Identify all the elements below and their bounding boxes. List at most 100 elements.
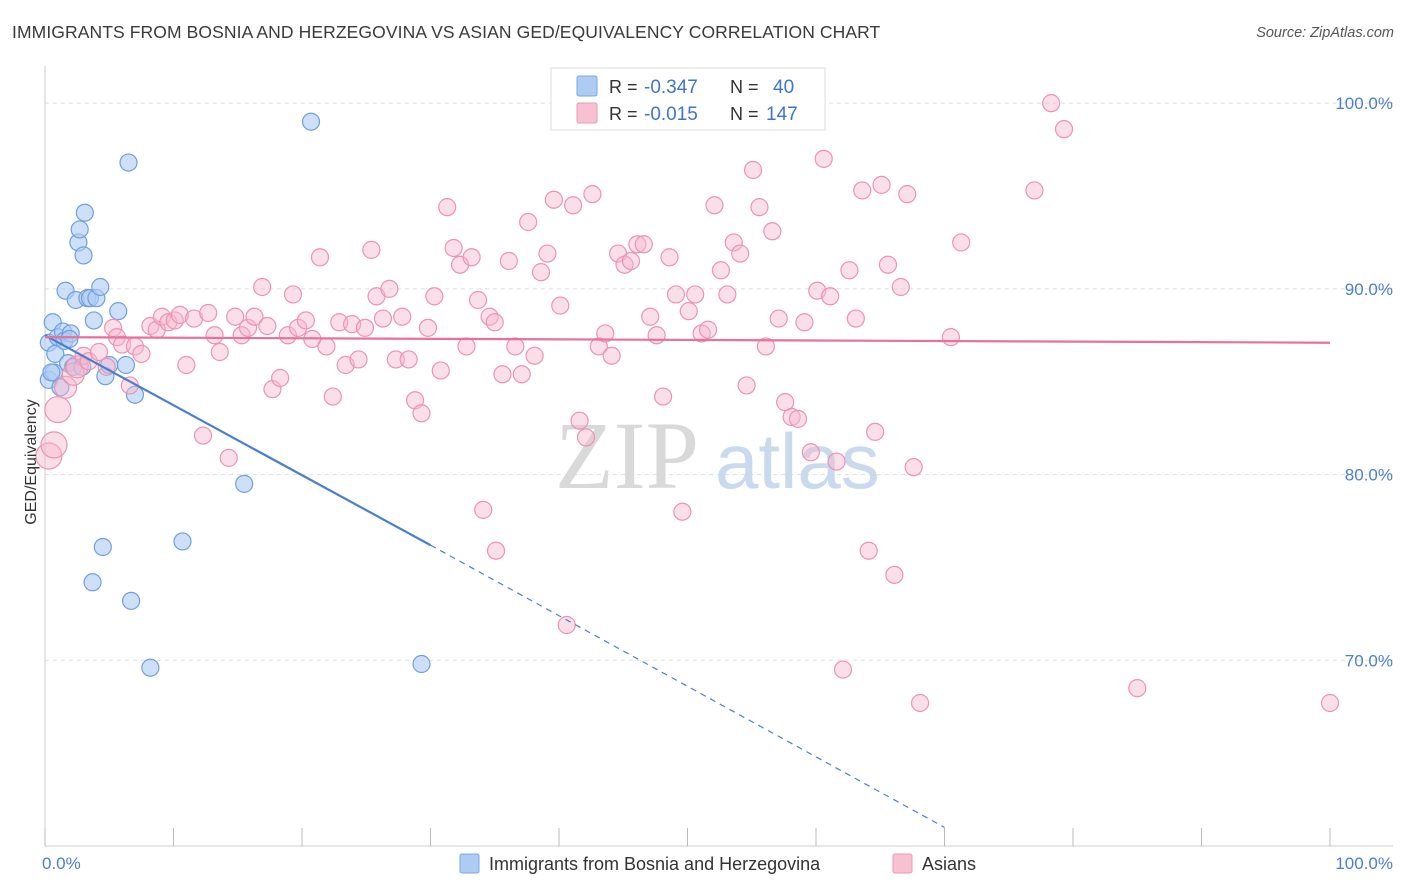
asian-point [205,326,224,345]
asian-point [647,326,666,345]
bosnia-point [42,363,61,382]
bosnia-point [83,573,102,592]
legend-n-label-pink: N = [730,104,759,124]
x-tick-labels: 0.0% 100.0% [42,854,1393,873]
asian-point [480,307,499,326]
asian-point [438,198,457,217]
asian-point [621,251,641,271]
bosnia-point [74,246,93,265]
asian-point [61,362,85,386]
asian-point [827,452,846,471]
asian-point [232,326,251,345]
asian-point [40,431,68,459]
asian-point [1054,120,1074,139]
series-legend: Immigrants from Bosnia and Herzegovina A… [459,853,976,874]
asian-point [132,344,151,363]
asian-point [1025,181,1044,200]
asian-point [531,263,551,282]
asian-point [904,458,923,477]
x-tick-label: 100.0% [1335,854,1393,873]
asian-point [89,342,109,362]
bosnia-point [75,203,94,222]
asian-point [698,320,718,339]
asian-point [641,307,660,326]
asian-point [859,541,878,560]
bosnia-point [70,220,89,239]
bosnia-point [93,537,112,557]
asian-point [731,244,750,263]
asian-point [493,365,512,384]
asian-point [468,290,488,310]
asian-point [283,285,303,304]
bosnia-point [91,277,110,297]
asian-point [165,311,184,330]
asian-point [840,261,859,280]
asian-point [718,285,737,304]
watermark-zip: ZIP [555,402,699,509]
asian-point [278,326,297,345]
asian-point [673,502,692,521]
correlation-legend: R = -0.347 N = 40 R = -0.015 N = 147 [550,67,826,131]
asian-point [412,404,431,423]
asian-point [769,309,788,328]
asian-point [238,318,258,337]
bosnia-point [121,591,141,610]
y-tick-label: 80.0% [1345,466,1393,485]
asian-point [891,277,910,297]
asian-point [821,287,840,306]
asian-point [833,660,853,679]
asian-point [1042,94,1061,113]
asian-point [323,387,342,406]
asian-point [462,248,481,267]
asian-point [271,368,290,388]
asian-point [219,448,238,467]
asian-point [660,248,679,267]
asian-point [795,313,814,332]
asian-point [866,422,885,441]
asian-point [814,149,833,168]
asian-point [44,395,72,424]
bosnia-point [412,654,431,674]
asian-point [177,355,196,375]
asian-point [583,185,602,204]
legend-n-label-blue: N = [730,77,759,97]
asian-point [557,615,576,635]
bosnia-point [51,378,70,397]
asian-point [846,309,865,328]
y-tick-labels: 70.0% 80.0% 90.0% 100.0% [1335,94,1393,670]
asian-point [801,443,820,462]
asian-point [1320,693,1340,713]
asian-point [193,426,213,445]
bottom-legend-label-pink: Asians [922,854,976,874]
asian-point [724,233,743,252]
asian-point [444,238,463,258]
x-tick-label: 0.0% [42,854,81,873]
asian-point [425,287,444,306]
asian-point [486,541,506,560]
bosnia-point [119,153,138,172]
asian-point [941,328,961,347]
bottom-legend-swatch-pink [892,853,913,874]
asian-point [362,240,381,259]
legend-swatch-pink [576,102,598,124]
chart-source: Source: ZipAtlas.com [1256,25,1394,41]
asian-point [380,279,399,298]
chart-title: IMMIGRANTS FROM BOSNIA AND HERZEGOVINA V… [12,22,881,42]
bosnia-point [141,658,160,677]
asian-point [853,181,872,200]
bosnia-point [301,112,321,131]
asian-point [711,261,731,280]
asian-point [872,175,891,194]
asian-point [310,248,330,267]
axes [44,66,1393,847]
asian-point [512,365,531,384]
bottom-legend-label-blue: Immigrants from Bosnia and Herzegovina [489,854,821,874]
asian-point [910,693,930,713]
y-axis-title: GED/Equivalency [23,399,40,524]
bosnia-point [116,355,136,375]
asian-point [485,313,504,332]
legend-r-label-blue: R = [609,77,638,97]
legend-swatch-blue [576,75,598,97]
asian-point [499,251,518,271]
asian-point [457,337,476,356]
